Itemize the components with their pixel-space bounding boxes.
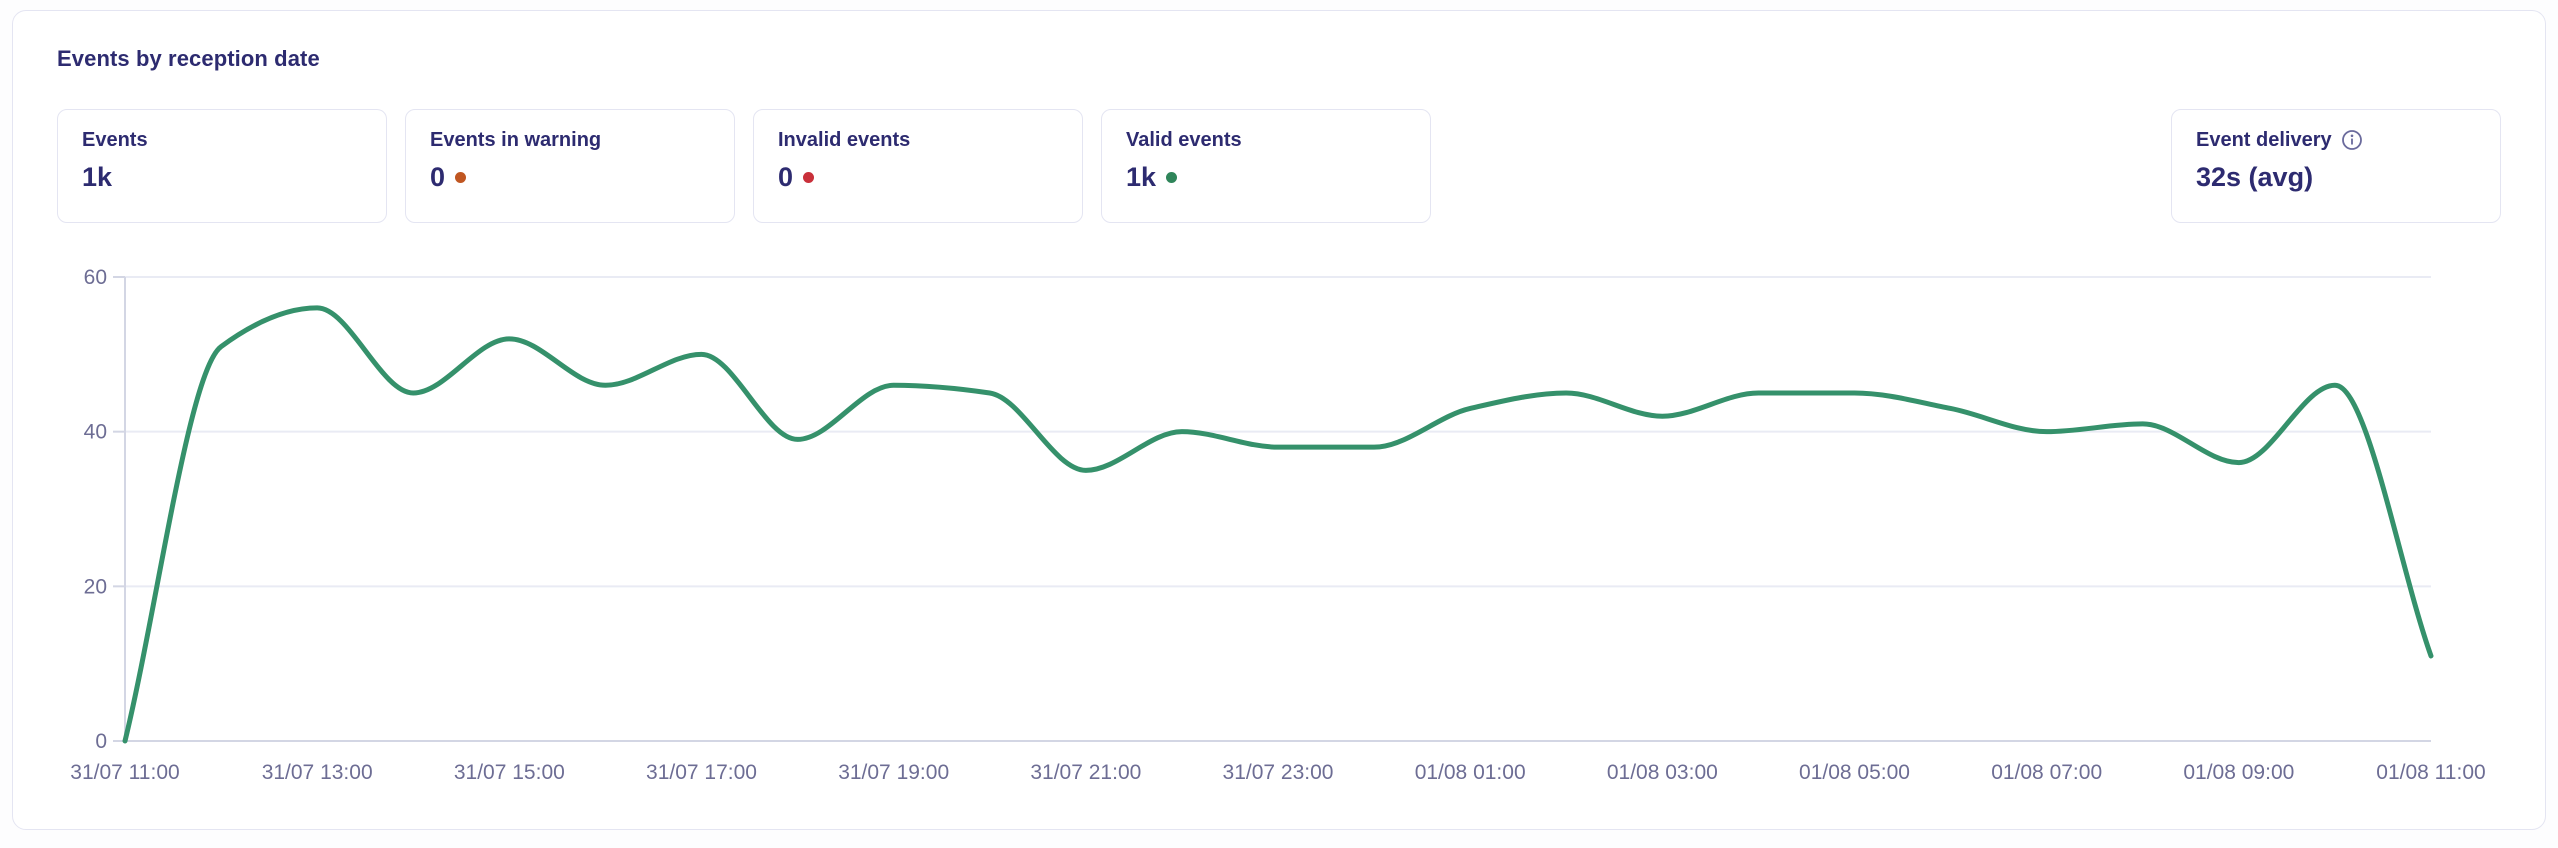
valid-dot-icon	[1166, 171, 1178, 183]
svg-text:31/07 19:00: 31/07 19:00	[838, 761, 949, 784]
stat-value: 32s (avg)	[2196, 160, 2476, 194]
stat-card-event-delivery: Event delivery 32s (avg)	[2171, 109, 2501, 223]
warning-dot-icon	[455, 171, 467, 183]
events-count: 1k	[82, 162, 113, 192]
stat-card-events-in-warning: Events in warning 0	[405, 109, 735, 223]
svg-text:31/07 23:00: 31/07 23:00	[1223, 761, 1334, 784]
svg-text:01/08 11:00: 01/08 11:00	[2376, 761, 2485, 784]
stat-label: Valid events	[1126, 129, 1242, 151]
svg-text:31/07 15:00: 31/07 15:00	[454, 761, 565, 784]
svg-text:01/08 01:00: 01/08 01:00	[1415, 761, 1526, 784]
stat-value: 0	[430, 160, 710, 194]
svg-text:60: 60	[84, 266, 107, 289]
invalid-dot-icon	[803, 171, 815, 183]
stats-row: Events 1k Events in warning 0 Invalid ev…	[57, 109, 2501, 223]
svg-text:01/08 09:00: 01/08 09:00	[2183, 761, 2294, 784]
svg-text:40: 40	[84, 421, 107, 444]
stat-value: 1k	[1126, 160, 1406, 194]
events-line-chart[interactable]: 0 20 40 60 31/07 11:00 31/07 13:00 31/07 15:00…	[13, 251, 2545, 799]
delivery-avg: 32s (avg)	[2196, 162, 2314, 192]
svg-text:31/07 13:00: 31/07 13:00	[262, 761, 373, 784]
svg-text:01/08 05:00: 01/08 05:00	[1799, 761, 1910, 784]
stat-label: Events	[82, 129, 148, 151]
info-icon[interactable]	[2341, 129, 2363, 151]
warning-count: 0	[430, 162, 446, 192]
stat-value: 0	[778, 160, 1058, 194]
page-title: Events by reception date	[57, 46, 320, 71]
svg-text:31/07 17:00: 31/07 17:00	[646, 761, 757, 784]
delivery-label: Event delivery	[2196, 129, 2332, 151]
chart-area: 0 20 40 60 31/07 11:00 31/07 13:00 31/07 15:00…	[13, 251, 2545, 799]
svg-text:0: 0	[95, 730, 107, 753]
stat-label: Invalid events	[778, 129, 911, 151]
invalid-count: 0	[778, 162, 794, 192]
stat-label: Event delivery	[2196, 127, 2476, 153]
events-panel: Events by reception date Events 1k Event…	[12, 10, 2546, 830]
svg-text:31/07 21:00: 31/07 21:00	[1030, 761, 1141, 784]
stat-card-valid-events: Valid events 1k	[1101, 109, 1431, 223]
stat-label: Events in warning	[430, 129, 602, 151]
svg-text:31/07 11:00: 31/07 11:00	[70, 761, 179, 784]
valid-count: 1k	[1126, 162, 1157, 192]
stat-card-events: Events 1k	[57, 109, 387, 223]
svg-text:20: 20	[84, 575, 107, 598]
stat-card-invalid-events: Invalid events 0	[753, 109, 1083, 223]
svg-text:01/08 03:00: 01/08 03:00	[1607, 761, 1718, 784]
svg-text:01/08 07:00: 01/08 07:00	[1991, 761, 2102, 784]
stat-value: 1k	[82, 160, 362, 194]
